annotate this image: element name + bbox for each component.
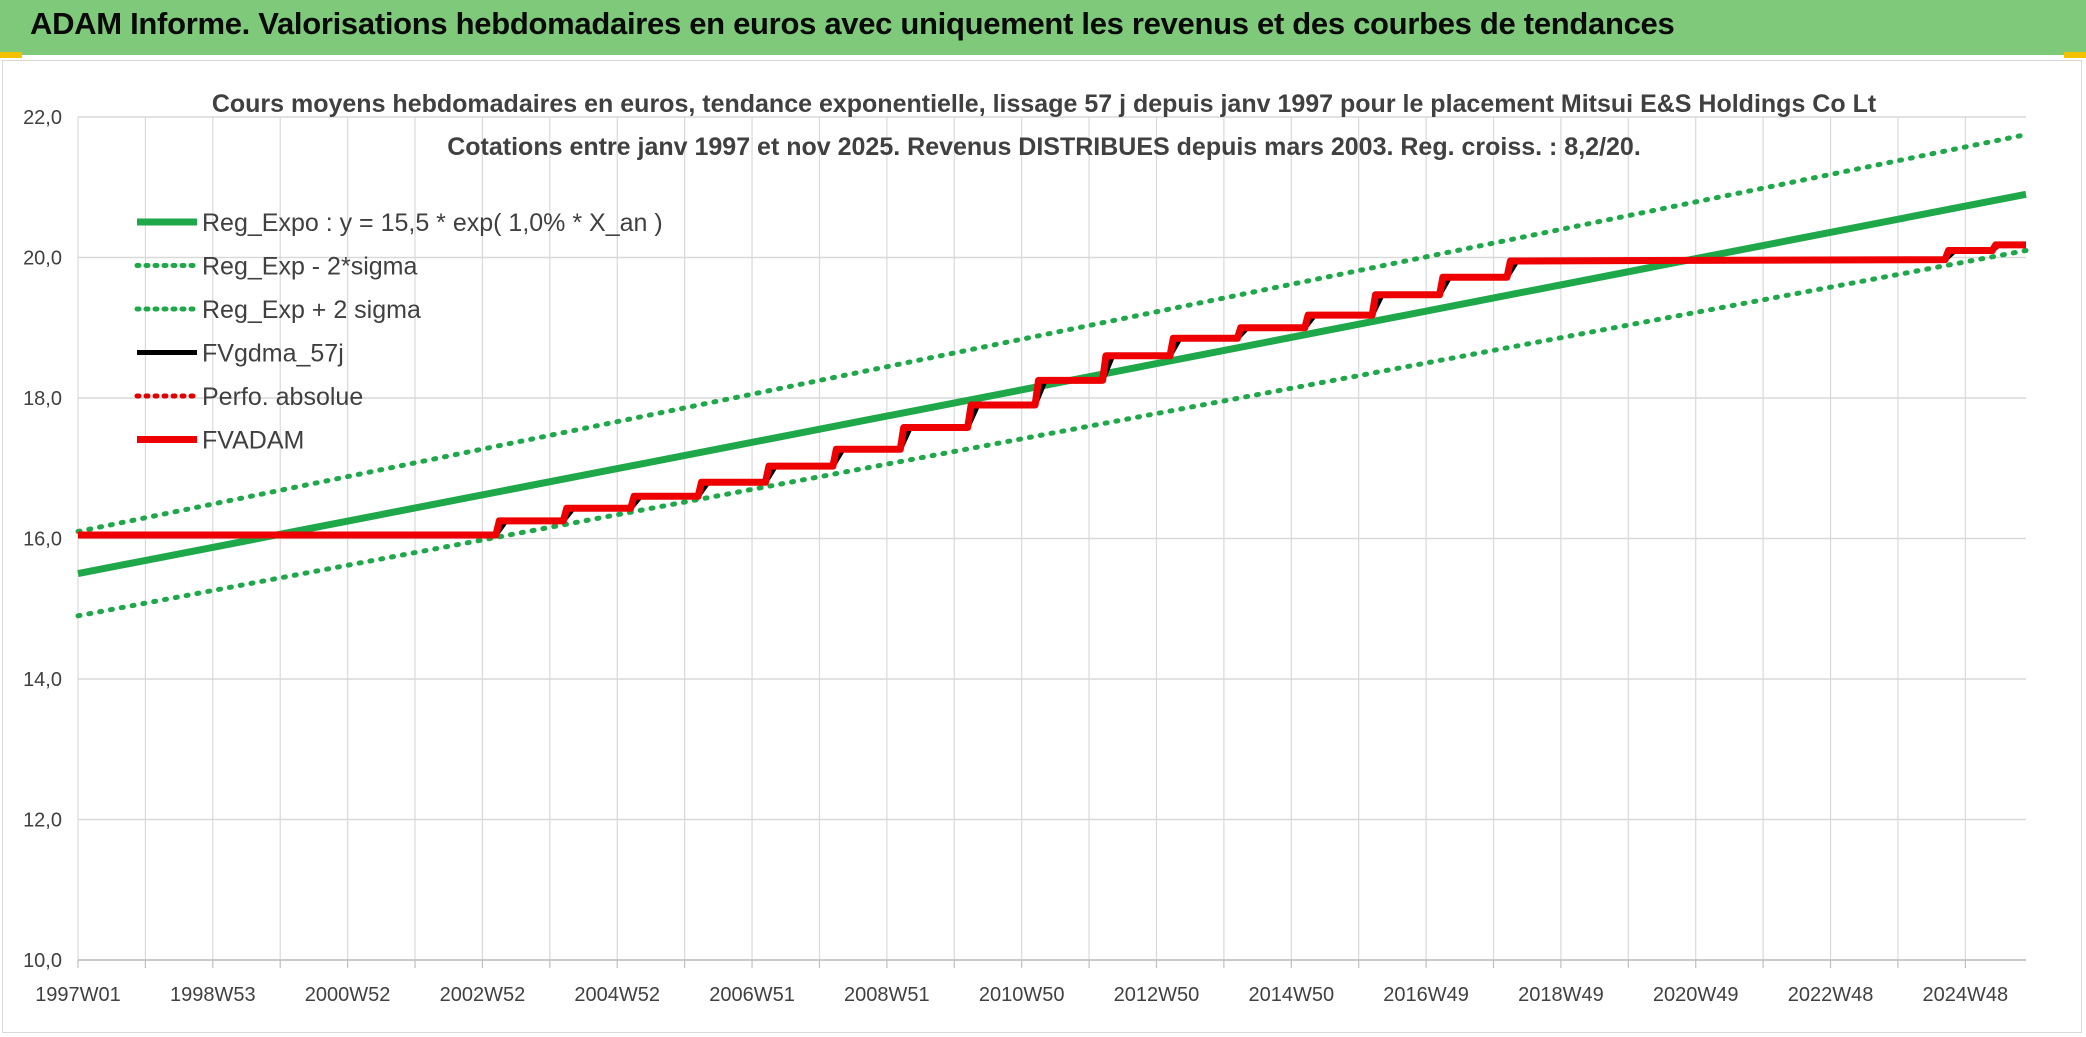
y-tick-label: 16,0: [23, 529, 62, 551]
x-tick-label: 2002W52: [440, 984, 526, 1006]
series-line-2: [75, 132, 2029, 534]
legend-label: FVgdma_57j: [202, 340, 344, 368]
corner-accent-right: [2064, 52, 2086, 58]
series-line-1: [75, 248, 2029, 619]
series-line-5: [78, 241, 2026, 539]
x-tick-label: 2012W50: [1114, 984, 1200, 1006]
legend-label: Reg_Exp + 2 sigma: [202, 296, 421, 324]
y-tick-label: 10,0: [23, 950, 62, 972]
series: [75, 132, 2029, 619]
x-tick-label: 2024W48: [1923, 984, 2009, 1006]
legend-label: Reg_Expo : y = 15,5 * exp( 1,0% * X_an ): [202, 209, 663, 237]
x-tick-label: 1998W53: [170, 984, 256, 1006]
x-tick-label: 2008W51: [844, 984, 930, 1006]
x-tick-label: 2018W49: [1518, 984, 1604, 1006]
series-line-0: [77, 190, 2027, 578]
chart-title-line1: Cours moyens hebdomadaires en euros, ten…: [212, 90, 1877, 118]
y-tick-label: 22,0: [23, 107, 62, 129]
chart-frame: [2, 60, 2082, 1033]
report-banner: ADAM Informe. Valorisations hebdomadaire…: [0, 0, 2086, 55]
y-tick-label: 14,0: [23, 669, 62, 691]
axes: 10,0 12,0 14,0 16,0 18,0 20,0 22,0 1997W01 1998W…: [23, 107, 2026, 1006]
y-tick-label: 12,0: [23, 810, 62, 832]
chart-title-line2: Cotations entre janv 1997 et nov 2025. R…: [447, 133, 1641, 161]
legend-label: FVADAM: [202, 427, 304, 455]
x-tick-label: 2006W51: [709, 984, 795, 1006]
chart-titles: Cours moyens hebdomadaires en euros, ten…: [212, 90, 1877, 161]
x-tick-label: 2022W48: [1788, 984, 1874, 1006]
report-title: ADAM Informe. Valorisations hebdomadaire…: [30, 6, 1675, 41]
corner-accent-left: [0, 52, 22, 58]
legend: Reg_Expo : y = 15,5 * exp( 1,0% * X_an )…: [134, 209, 663, 455]
x-tick-label: 2020W49: [1653, 984, 1739, 1006]
x-tick-label: 2010W50: [979, 984, 1065, 1006]
series-line-3: [78, 242, 2026, 538]
x-tick-label: 2014W50: [1248, 984, 1334, 1006]
x-tick-label: 2016W49: [1383, 984, 1469, 1006]
y-tick-label: 18,0: [23, 388, 62, 410]
x-tick-label: 2000W52: [305, 984, 391, 1006]
legend-label: Reg_Exp - 2*sigma: [202, 253, 417, 281]
y-tick-label: 20,0: [23, 248, 62, 270]
x-tick-label: 1997W01: [35, 984, 121, 1006]
x-tick-label: 2004W52: [574, 984, 660, 1006]
legend-label: Perfo. absolue: [202, 383, 363, 411]
